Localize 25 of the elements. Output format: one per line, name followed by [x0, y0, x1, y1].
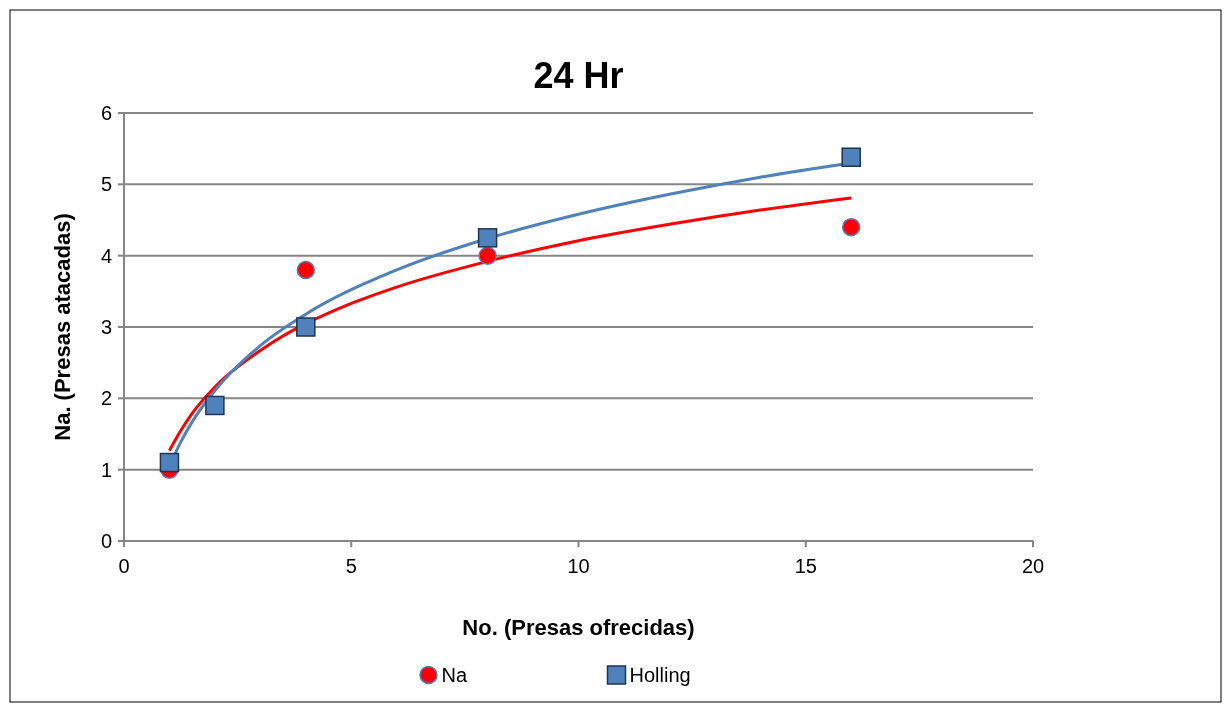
- y-tick-label: 4: [100, 244, 112, 267]
- y-tick-label: 1: [100, 458, 112, 481]
- legend-label: Na: [441, 664, 468, 686]
- y-tick-label: 6: [100, 102, 112, 124]
- y-tick-label: 0: [100, 530, 112, 552]
- legend-label: Holling: [629, 664, 691, 686]
- x-tick-label: 15: [794, 555, 817, 577]
- y-axis-title: Na. (Presas atacadas): [50, 213, 75, 441]
- x-tick-label: 10: [567, 555, 590, 577]
- y-tick-label: 3: [100, 316, 112, 338]
- point: [478, 246, 497, 265]
- y-tick-label: 2: [100, 387, 112, 410]
- point: [205, 395, 225, 416]
- y-tick-label: 5: [100, 173, 112, 196]
- point: [841, 147, 861, 167]
- point: [477, 228, 498, 248]
- point: [296, 317, 316, 337]
- point: [296, 260, 316, 280]
- x-axis-title: No. (Presas ofrecidas): [462, 615, 695, 640]
- point: [159, 452, 180, 473]
- point: [841, 217, 861, 237]
- x-tick-label: 0: [118, 555, 130, 577]
- x-tick-label: 20: [1021, 555, 1045, 577]
- chart-title: 24 Hr: [533, 55, 624, 96]
- x-tick-label: 5: [345, 555, 357, 577]
